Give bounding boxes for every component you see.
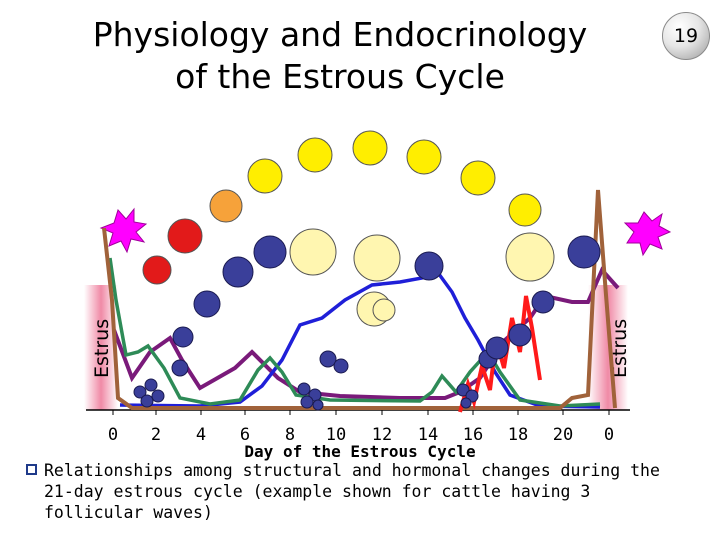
cl-circle bbox=[460, 160, 496, 196]
cl-circle bbox=[142, 255, 172, 285]
cl-circle bbox=[353, 234, 401, 282]
tick-label: 18 bbox=[508, 425, 528, 445]
follicle bbox=[508, 323, 532, 347]
follicle bbox=[414, 251, 444, 281]
title-line-1: Physiology and Endocrinology bbox=[92, 15, 588, 54]
x-axis-tick-labels: 0 2 4 6 8 10 12 14 16 18 20 0 bbox=[108, 425, 614, 445]
follicle bbox=[172, 326, 194, 348]
cl-circle bbox=[505, 232, 555, 282]
ovulation-star-right bbox=[623, 211, 672, 257]
bullet-icon bbox=[26, 464, 37, 475]
follicle bbox=[300, 395, 314, 409]
cl-circle bbox=[209, 189, 243, 223]
title-line-2: of the Estrous Cycle bbox=[175, 57, 505, 96]
tick-label: 20 bbox=[553, 425, 573, 445]
follicle bbox=[151, 389, 165, 403]
tick-label: 6 bbox=[240, 425, 250, 445]
follicle bbox=[319, 350, 337, 368]
fsh-curve bbox=[112, 266, 620, 400]
follicle-group bbox=[133, 235, 601, 411]
follicle bbox=[333, 358, 349, 374]
cl-circle bbox=[352, 130, 388, 166]
follicle bbox=[531, 290, 555, 314]
progesterone-curve bbox=[119, 267, 601, 409]
lh-curve bbox=[102, 189, 617, 410]
estrus-label-left: Estrus bbox=[91, 319, 113, 378]
tick-label: 10 bbox=[326, 425, 346, 445]
slide-caption: Relationships among structural and hormo… bbox=[26, 460, 696, 523]
estrus-label-right: Estrus bbox=[609, 319, 631, 378]
follicle bbox=[312, 399, 324, 411]
follicle bbox=[253, 235, 287, 269]
cl-circle bbox=[297, 137, 333, 173]
follicle bbox=[140, 394, 154, 408]
cl-circle bbox=[247, 158, 283, 194]
caption-text: Relationships among structural and hormo… bbox=[44, 461, 660, 522]
tick-label: 8 bbox=[285, 425, 295, 445]
tick-label: 4 bbox=[196, 425, 206, 445]
follicle bbox=[456, 383, 470, 397]
tick-label: 0 bbox=[108, 425, 118, 445]
follicle bbox=[133, 385, 147, 399]
tick-label: 14 bbox=[418, 425, 438, 445]
cl-circle bbox=[508, 193, 542, 227]
tick-label: 12 bbox=[372, 425, 392, 445]
tick-label: 2 bbox=[151, 425, 161, 445]
tick-label: 0 bbox=[604, 425, 614, 445]
cl-circle bbox=[167, 218, 203, 254]
tick-label: 16 bbox=[463, 425, 483, 445]
follicle bbox=[297, 382, 311, 396]
cl-circle bbox=[372, 298, 396, 322]
follicle bbox=[222, 256, 254, 288]
slide-number-badge: 19 bbox=[662, 12, 710, 60]
follicle bbox=[460, 397, 472, 409]
cl-circle bbox=[289, 228, 337, 276]
slide-title: Physiology and Endocrinology of the Estr… bbox=[40, 14, 640, 98]
follicle bbox=[567, 235, 601, 269]
x-axis-ticks bbox=[112, 410, 610, 415]
follicle bbox=[485, 336, 509, 360]
x-axis-label: Day of the Estrous Cycle bbox=[244, 442, 475, 461]
follicle bbox=[144, 378, 158, 392]
cl-circle bbox=[406, 139, 442, 175]
corpus-luteum-arc bbox=[142, 130, 555, 327]
follicle bbox=[171, 359, 189, 377]
follicle bbox=[193, 290, 221, 318]
